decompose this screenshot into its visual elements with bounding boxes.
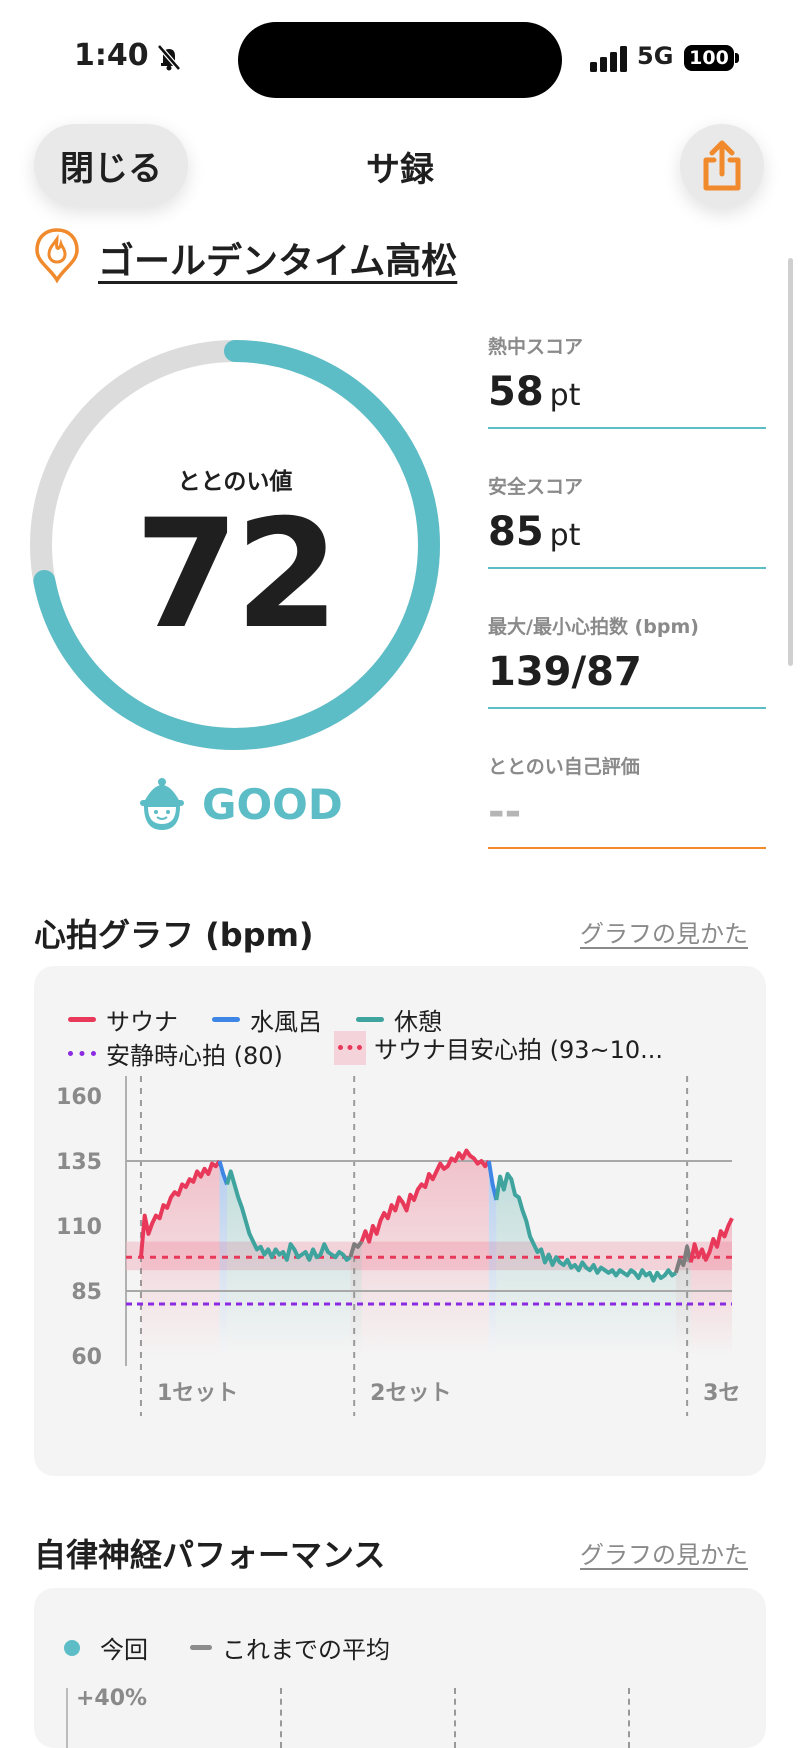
legend-average: これまでの平均	[190, 1630, 390, 1665]
legend-label: これまでの平均	[222, 1636, 390, 1664]
chart-line-rest	[225, 1169, 352, 1262]
legend-swatch	[212, 1017, 240, 1022]
legend-swatch	[356, 1017, 384, 1022]
legend-sauna: サウナ	[68, 1002, 178, 1037]
chart-line-transition	[673, 1244, 693, 1274]
stat-value: 85	[488, 509, 544, 555]
network-type: 5G	[637, 42, 674, 70]
share-icon	[703, 140, 741, 191]
ans-gridline	[628, 1688, 630, 1748]
chart-set-label: 1セット	[157, 1381, 238, 1406]
ans-ytick: +40%	[76, 1686, 148, 1711]
chart-set-label: 3セ	[703, 1381, 740, 1406]
stat-heart-rate: 最大/最小心拍数 (bpm) 139/87	[488, 612, 766, 709]
ans-card: 今回 これまでの平均 +40%	[34, 1588, 766, 1748]
legend-label: 安静時心拍 (80)	[106, 1042, 283, 1070]
chart-area-rest	[227, 1171, 351, 1356]
stat-divider	[488, 427, 766, 429]
ans-gridline	[280, 1688, 282, 1748]
legend-swatch	[190, 1645, 212, 1650]
status-time: 1:40	[74, 38, 149, 73]
legend-swatch	[68, 1017, 96, 1022]
mascot-icon	[140, 778, 184, 830]
stat-divider	[488, 847, 766, 849]
legend-label: 今回	[100, 1636, 148, 1664]
chart-area-sauna	[140, 1161, 220, 1356]
facility-name-link[interactable]: ゴールデンタイム高松	[98, 241, 458, 282]
score-ring	[30, 340, 440, 750]
stat-heat-score: 熱中スコア 58 pt	[488, 332, 766, 429]
score-label: ととのい値	[177, 469, 293, 495]
chart-y-tick: 160	[56, 1085, 102, 1110]
stat-divider	[488, 707, 766, 709]
score-value: 72	[134, 488, 340, 662]
legend-resting-hr: 安静時心拍 (80)	[68, 1036, 283, 1071]
chart-line-cold	[486, 1160, 499, 1201]
legend-sauna-target: サウナ目安心拍 (93~10...	[334, 1030, 663, 1065]
close-button[interactable]: 閉じる	[34, 124, 188, 206]
stat-divider	[488, 567, 766, 569]
heart-rate-chart: 160 135 110 85 60 1セット 2セット 3セ	[56, 1076, 740, 1416]
chart-line-sauna	[138, 1159, 222, 1258]
stat-label: ととのい自己評価	[488, 756, 640, 778]
legend-swatch	[68, 1051, 96, 1056]
signal-icon	[590, 46, 627, 72]
page-title: サ録	[366, 150, 434, 190]
sauna-pin-icon	[35, 228, 79, 284]
chart-line-transition	[348, 1240, 364, 1258]
battery-icon: 100	[684, 45, 734, 71]
ans-axis	[66, 1688, 68, 1748]
ans-performance-title: 自律神経パフォーマンス	[34, 1536, 386, 1574]
chart-y-tick: 110	[56, 1215, 102, 1240]
score-rating: GOOD	[202, 780, 343, 829]
legend-label: 水風呂	[250, 1008, 322, 1036]
chart-line-sauna	[688, 1217, 734, 1263]
chart-area-cold	[488, 1161, 497, 1356]
stat-unit: pt	[549, 378, 581, 413]
stat-label: 熱中スコア	[488, 336, 584, 358]
share-button[interactable]	[680, 124, 764, 208]
dynamic-island	[238, 22, 562, 98]
stat-self-evaluation[interactable]: ととのい自己評価 --	[488, 752, 766, 849]
heart-graph-title: 心拍グラフ (bpm)	[34, 916, 314, 954]
legend-current: 今回	[64, 1630, 148, 1665]
stat-safety-score: 安全スコア 85 pt	[488, 472, 766, 569]
stat-value: 139/87	[488, 649, 642, 695]
chart-area-rest	[496, 1174, 676, 1356]
ans-howto-link[interactable]: グラフの見かた	[580, 1541, 748, 1569]
chart-line-cold	[217, 1160, 229, 1186]
legend-label: サウナ目安心拍 (93~10...	[374, 1036, 664, 1064]
legend-label: 休憩	[394, 1008, 442, 1036]
chart-set-label: 2セット	[370, 1381, 451, 1406]
heart-graph-card: サウナ 水風呂 休憩 安静時心拍 (80) サウナ目安心拍 (93~10... …	[34, 966, 766, 1476]
chart-y-tick: 85	[71, 1280, 102, 1305]
chart-line-sauna	[359, 1148, 491, 1244]
battery-tip	[735, 53, 739, 63]
legend-label: サウナ	[106, 1008, 178, 1036]
legend-swatch	[64, 1639, 80, 1656]
stat-unit: pt	[549, 518, 581, 553]
stat-value: 58	[488, 369, 544, 415]
chart-y-tick: 135	[56, 1150, 102, 1175]
legend-rest: 休憩	[356, 1002, 442, 1037]
chart-line-rest	[494, 1172, 678, 1283]
legend-cold: 水風呂	[212, 1002, 322, 1037]
scrollbar[interactable]	[788, 258, 793, 666]
ans-gridline	[454, 1688, 456, 1748]
stat-label: 最大/最小心拍数 (bpm)	[488, 616, 699, 638]
stat-value: --	[488, 789, 522, 835]
stat-label: 安全スコア	[488, 476, 584, 498]
chart-area-transition	[350, 1241, 362, 1356]
chart-y-tick: 60	[71, 1345, 102, 1370]
heart-graph-howto-link[interactable]: グラフの見かた	[580, 920, 748, 948]
chart-area-transition	[675, 1246, 691, 1356]
silent-bell-icon	[157, 44, 181, 71]
legend-swatch	[334, 1030, 366, 1065]
